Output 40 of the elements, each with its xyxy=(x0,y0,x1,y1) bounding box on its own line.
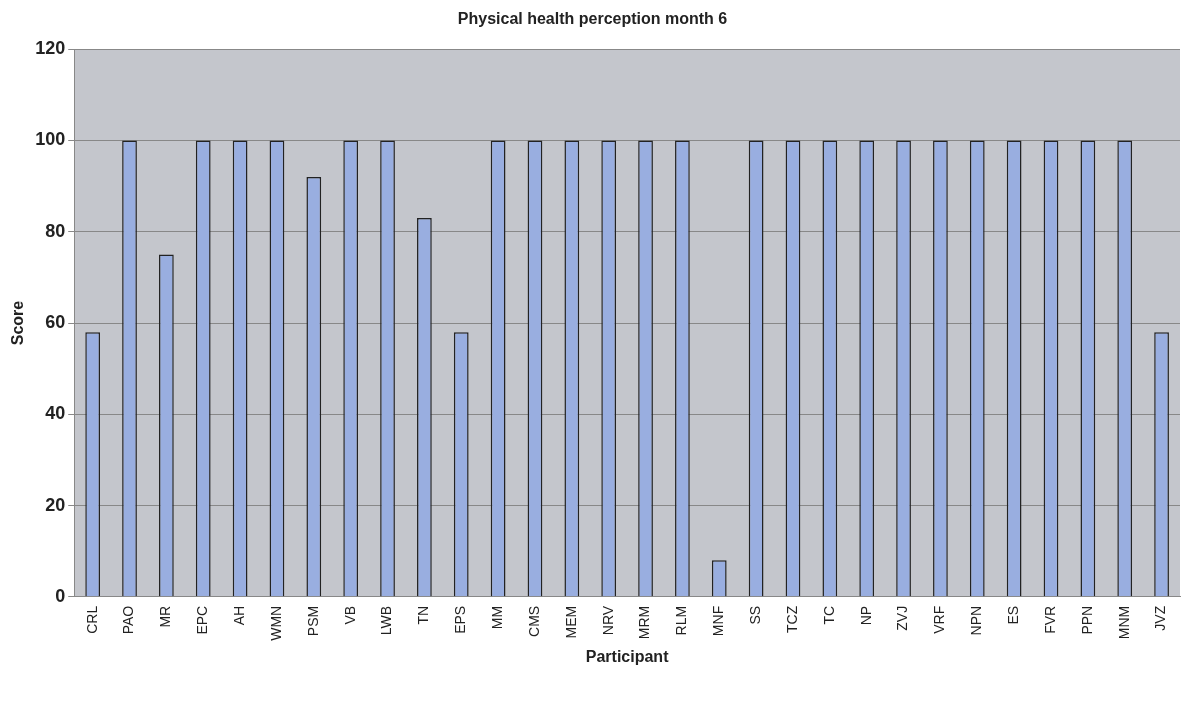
x-tick-label: TN xyxy=(415,605,432,625)
x-tick-label: PAO xyxy=(120,605,137,635)
x-tick-label: LWB xyxy=(378,605,395,636)
x-tick-label: VRF xyxy=(931,605,948,634)
x-tick-label: RLM xyxy=(673,605,690,636)
y-tick-label: 40 xyxy=(45,403,66,424)
y-tick-label: 120 xyxy=(35,38,66,59)
y-tick-label: 20 xyxy=(45,494,66,515)
x-tick-label: MR xyxy=(157,605,174,628)
x-tick-label: NPN xyxy=(968,605,985,636)
x-tick-label: TCZ xyxy=(783,605,800,634)
x-tick-label: PPN xyxy=(1078,605,1095,635)
x-tick-label: SS xyxy=(746,605,763,625)
x-tick-label: NRV xyxy=(599,605,616,636)
y-tick-label: 100 xyxy=(35,129,66,150)
y-tick-label: 60 xyxy=(45,311,66,332)
x-tick-label: EPS xyxy=(452,605,469,634)
y-tick-label: 0 xyxy=(55,585,66,606)
x-tick-label: TC xyxy=(820,605,837,625)
x-axis-title: Participant xyxy=(585,647,670,665)
x-tick-label: VB xyxy=(341,605,358,625)
x-tick-label: AH xyxy=(230,605,247,626)
y-tick-label: 80 xyxy=(45,220,66,241)
x-tick-label: MEM xyxy=(562,605,579,639)
x-tick-label: EPC xyxy=(194,605,211,635)
x-tick-label: PSM xyxy=(304,605,321,637)
x-tick-label: MM xyxy=(488,605,505,630)
x-tick-label: NP xyxy=(857,605,874,626)
x-tick-label: JVZ xyxy=(1152,605,1169,631)
chart-title: Physical health perception month 6 xyxy=(457,10,728,28)
x-tick-label: WMN xyxy=(267,605,284,641)
x-tick-label: ZVJ xyxy=(894,605,911,631)
x-tick-label: CRL xyxy=(83,605,100,634)
x-tick-label: MNF xyxy=(710,605,727,637)
x-tick-label: FVR xyxy=(1041,605,1058,634)
x-tick-label: CMS xyxy=(525,605,542,637)
x-tick-label: MNM xyxy=(1115,605,1132,640)
x-tick-label: MRM xyxy=(636,605,653,640)
x-tick-label: ES xyxy=(1004,605,1021,625)
y-axis-title: Score xyxy=(9,300,27,346)
